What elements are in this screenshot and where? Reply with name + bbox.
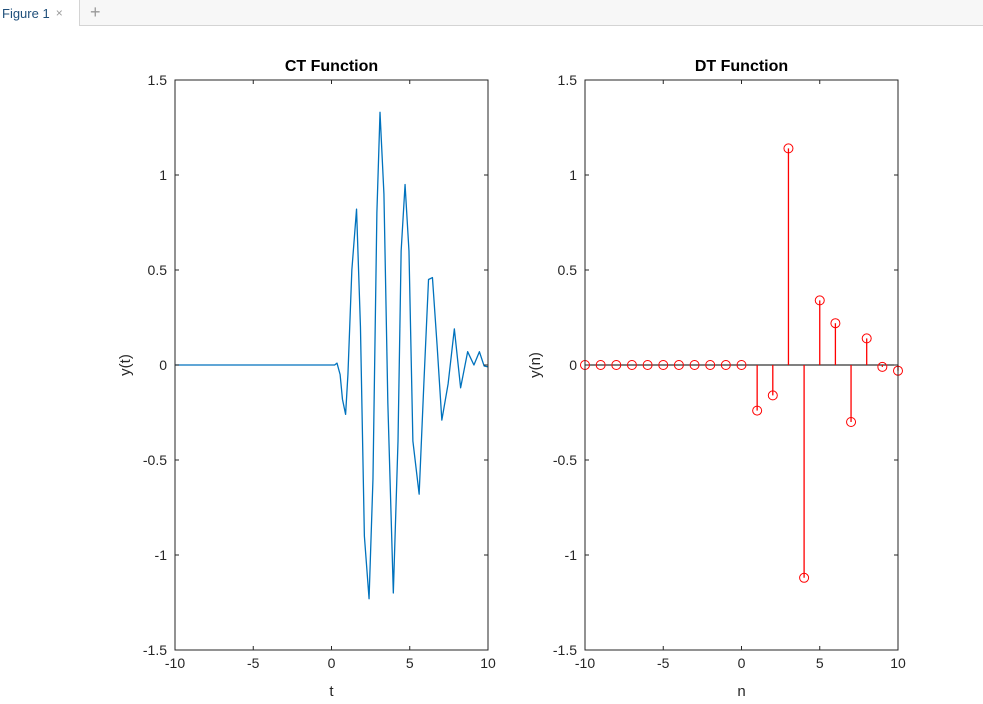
dt-ytick-label: 1 (569, 167, 577, 183)
figure-svg: CT Function t y(t) -10 -5 0 5 10-1.5-1-0.500… (117, 58, 906, 700)
dt-ytick-label: -0.5 (553, 452, 577, 468)
dt-xtick-label: 5 (816, 655, 824, 671)
ct-ytick-label: 0 (159, 357, 167, 373)
figure-tab-bar: Figure 1 × + (0, 0, 983, 26)
dt-stem-marker (877, 361, 888, 372)
dt-xtick-label: -5 (657, 655, 670, 671)
ct-xtick-label: 5 (406, 655, 414, 671)
dt-stem-marker (689, 360, 700, 370)
dt-ytick-label: 0 (569, 357, 577, 373)
close-icon[interactable]: × (55, 6, 63, 20)
dt-ytick-label: -1 (565, 547, 578, 563)
dt-stem-marker (611, 360, 622, 370)
dt-xtick-label: 10 (890, 655, 906, 671)
dt-stem-marker (846, 417, 857, 427)
ct-ytick-label: -1 (155, 547, 168, 563)
dt-title: DT Function (695, 58, 788, 75)
dt-stem-marker (658, 360, 669, 370)
ct-ytick-label: -1.5 (143, 642, 167, 658)
dt-xtick-label: -10 (575, 655, 595, 671)
dt-stem-marker (799, 572, 810, 583)
ct-ylabel: y(t) (117, 354, 134, 376)
dt-stem-marker (705, 360, 716, 370)
dt-stem-marker (752, 405, 763, 416)
dt-ytick-label: 0.5 (558, 262, 578, 278)
dt-stem-marker (736, 360, 747, 370)
ct-xtick-label: 0 (328, 655, 336, 671)
dt-stem-marker (626, 360, 637, 370)
dt-stem-marker (720, 360, 731, 370)
dt-stem-marker (767, 390, 778, 401)
ct-ytick-label: 1.5 (148, 72, 168, 88)
dt-ylabel: y(n) (527, 352, 544, 378)
dt-ytick-label: -1.5 (553, 642, 577, 658)
dt-stem-marker (595, 360, 606, 370)
ct-ytick-label: 1 (159, 167, 167, 183)
ct-ytick-label: -0.5 (143, 452, 167, 468)
tab-label: Figure 1 (2, 5, 50, 21)
ct-xtick-label: -5 (247, 655, 260, 671)
figure-canvas: CT Function t y(t) -10 -5 0 5 10 -1.5 -1 -0.5 0 0… (0, 26, 983, 700)
dt-stem-marker (814, 295, 825, 306)
tab-figure-1[interactable]: Figure 1 × (0, 0, 80, 26)
dt-ytick-label: 1.5 (558, 72, 578, 88)
add-tab-icon[interactable]: + (90, 2, 101, 22)
ct-ytick-label: 0.5 (148, 262, 168, 278)
dt-stem-marker (673, 360, 684, 370)
ct-title: CT Function (285, 58, 378, 75)
ct-xlabel: t (329, 683, 334, 699)
ct-xtick-label: -10 (165, 655, 185, 671)
dt-stem-marker (783, 143, 794, 154)
dt-stem-marker (830, 318, 841, 329)
dt-axes[interactable]: DT Function n y(n) -10 -5 0 5 10 -1.5 -1 -0.5 0 0… (527, 58, 906, 700)
ct-series-line (175, 111, 489, 600)
dt-stem-marker (861, 333, 872, 344)
dt-xtick-label: 0 (738, 655, 746, 671)
dt-xlabel: n (737, 683, 745, 699)
dt-stem-marker (642, 360, 653, 370)
ct-xtick-label: 10 (480, 655, 496, 671)
ct-axes[interactable]: CT Function t y(t) -10 -5 0 5 10 -1.5 -1 -0.5 0 0… (117, 58, 496, 700)
